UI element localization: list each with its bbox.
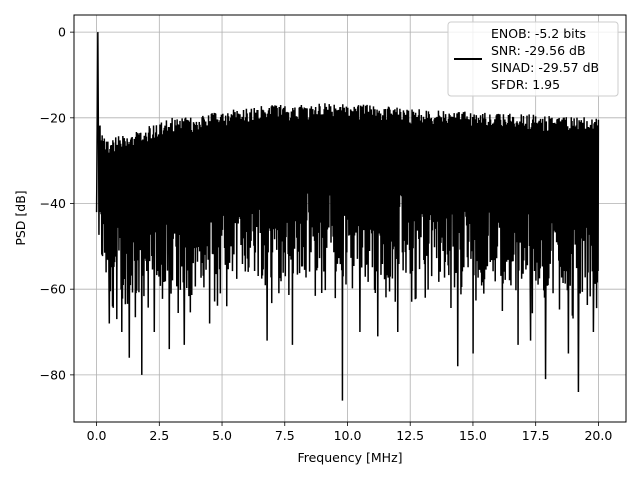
legend-line-sfdr: SFDR: 1.95	[491, 77, 560, 92]
y-tick-label: −20	[40, 110, 66, 125]
y-tick-label: 0	[58, 25, 66, 40]
psd-series-line	[95, 32, 600, 401]
x-tick-label: 5.0	[212, 428, 232, 443]
legend-line-enob: ENOB: -5.2 bits	[491, 26, 586, 41]
legend-line-sinad: SINAD: -29.57 dB	[491, 60, 599, 75]
x-axis-label: Frequency [MHz]	[297, 450, 402, 465]
x-tick-label: 20.0	[584, 428, 612, 443]
x-tick-label: 17.5	[522, 428, 550, 443]
x-tick-label: 10.0	[334, 428, 362, 443]
y-axis-label: PSD [dB]	[13, 190, 28, 245]
legend-box	[447, 21, 619, 97]
x-tick-label: 0.0	[87, 428, 107, 443]
x-tick-label: 7.5	[275, 428, 295, 443]
y-tick-label: −80	[40, 367, 66, 382]
x-tick-label: 15.0	[459, 428, 487, 443]
axis-ticks: 0.0 2.5 5.0 7.5 10.0 12.5 15.0 17.5 20.0 0 −20 −40 −…	[40, 25, 613, 443]
legend: ENOB: -5.2 bits SNR: -29.56 dB SINAD: -2…	[447, 21, 619, 97]
axes-frame	[73, 14, 627, 423]
x-tick-label: 12.5	[396, 428, 424, 443]
x-tick-label: 2.5	[149, 428, 169, 443]
plot-area	[95, 32, 600, 401]
y-tick-label: −40	[40, 196, 66, 211]
legend-line-snr: SNR: -29.56 dB	[491, 43, 586, 58]
y-tick-label: −60	[40, 282, 66, 297]
